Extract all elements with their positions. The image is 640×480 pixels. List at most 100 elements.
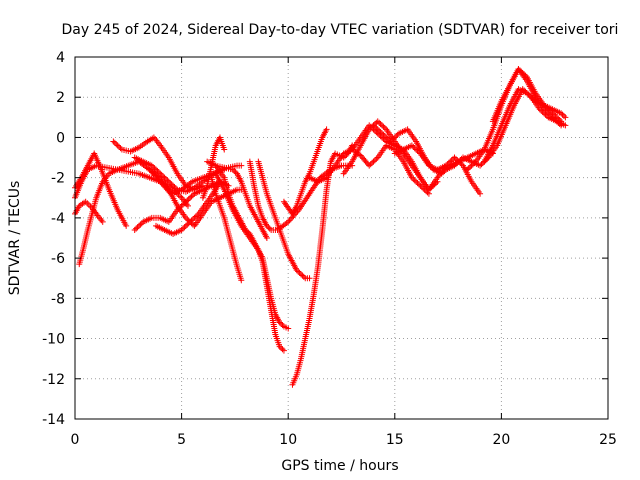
data-point [457, 157, 464, 164]
data-point [558, 122, 565, 129]
y-tick-label: -14 [42, 412, 65, 428]
data-point [299, 272, 306, 279]
data-point [553, 118, 560, 125]
series-4 [72, 198, 106, 225]
data-point [134, 224, 141, 231]
data-point [556, 121, 563, 128]
axes: 0 5 10 15 20 25 -14 -12 -10 -8 -6 -4 -2 0 2 4 [42, 50, 617, 448]
data-point [477, 162, 484, 169]
data-point [180, 201, 187, 208]
data-point [279, 346, 286, 353]
data-point [182, 198, 189, 205]
data-point [377, 121, 384, 128]
data-point [187, 194, 194, 201]
data-point [370, 158, 377, 165]
y-tick-label: -2 [51, 171, 65, 187]
series-16 [255, 158, 313, 282]
data-point [278, 344, 285, 351]
data-point [525, 91, 532, 98]
data-point [184, 216, 191, 223]
data-point [184, 197, 191, 204]
data-point [388, 137, 395, 144]
data-point [379, 130, 386, 137]
data-point [192, 213, 199, 220]
data-point [184, 221, 191, 228]
data-point [562, 114, 569, 121]
data-point [371, 123, 378, 130]
data-point [373, 155, 380, 162]
data-point [376, 119, 383, 126]
data-point [168, 181, 175, 188]
y-tick-label: -8 [51, 291, 65, 307]
x-tick-label: 10 [279, 432, 297, 448]
data-point [148, 162, 155, 169]
data-point [135, 222, 142, 229]
data-point [280, 347, 287, 354]
data-point [391, 134, 398, 141]
data-point [394, 131, 401, 138]
x-tick-label: 20 [492, 432, 510, 448]
data-point [479, 159, 486, 166]
data-point [458, 161, 465, 168]
data-point [455, 158, 462, 165]
data-point [545, 110, 552, 117]
chart-title: Day 245 of 2024, Sidereal Day-to-day VTE… [62, 22, 619, 38]
data-point [113, 141, 120, 148]
x-tick-label: 25 [599, 432, 617, 448]
data-point [296, 269, 303, 276]
data-point [411, 177, 418, 184]
data-point [182, 214, 189, 221]
data-point [263, 235, 270, 241]
y-axis-label: SDTVAR / TECUs [7, 181, 23, 296]
data-points [72, 66, 569, 388]
data-point [560, 112, 567, 119]
x-tick-label: 0 [71, 432, 80, 448]
data-point [543, 108, 550, 115]
data-point [380, 123, 387, 130]
data-point [188, 217, 195, 224]
data-point [381, 125, 388, 132]
data-point [238, 277, 245, 284]
data-point [164, 177, 171, 184]
data-point [265, 224, 272, 231]
data-point [172, 185, 179, 192]
data-point [187, 218, 194, 225]
data-point [411, 145, 418, 152]
data-point [376, 127, 383, 134]
data-point [380, 131, 387, 138]
data-point [468, 162, 475, 169]
data-point [393, 133, 400, 140]
data-point [549, 114, 556, 121]
data-point [452, 155, 459, 162]
data-point [452, 161, 459, 168]
data-point [550, 115, 557, 122]
data-point [229, 166, 236, 173]
data-point [276, 343, 283, 350]
data-point [408, 142, 415, 149]
x-tick-label: 5 [177, 432, 186, 448]
data-point [555, 119, 562, 126]
y-tick-label: 2 [56, 90, 65, 106]
data-point [379, 122, 386, 129]
y-tick-label: -4 [51, 211, 65, 227]
data-point [451, 154, 458, 161]
x-axis-label: GPS time / hours [281, 458, 398, 474]
data-point [185, 220, 192, 227]
data-point [295, 268, 302, 275]
data-point [189, 192, 196, 199]
data-point [180, 225, 187, 232]
series-17 [280, 126, 330, 217]
plot-frame [74, 56, 609, 420]
data-point [371, 157, 378, 164]
data-point [184, 202, 191, 209]
data-point [445, 159, 452, 166]
data-point [171, 184, 178, 191]
data-point [541, 106, 548, 113]
data-point [116, 143, 123, 150]
data-point [408, 174, 415, 181]
data-point [413, 178, 420, 185]
data-point [266, 225, 273, 232]
data-point [410, 143, 417, 150]
data-point [110, 138, 117, 145]
